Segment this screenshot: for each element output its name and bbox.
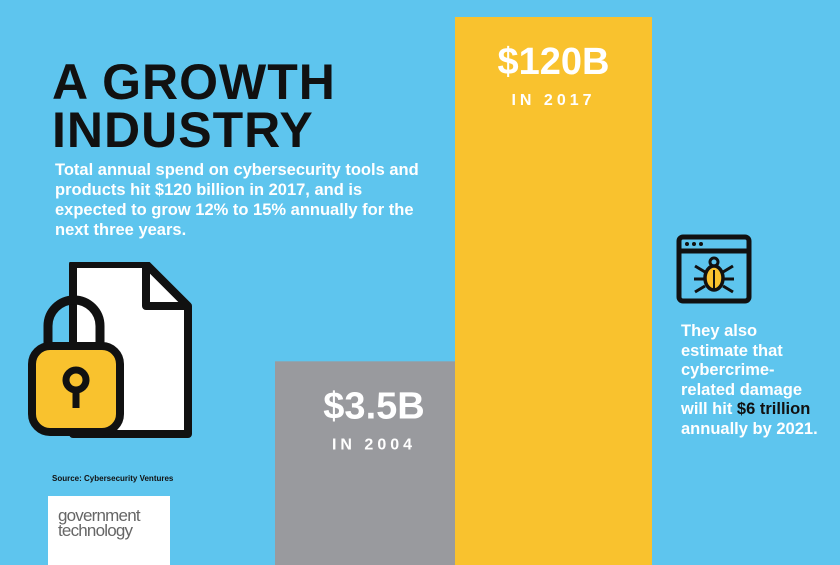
browser-bug-icon <box>676 234 752 304</box>
title-line-1: A GROWTH <box>52 54 336 110</box>
source-credit: Source: Cybersecurity Ventures <box>52 474 174 483</box>
title-line-2: INDUSTRY <box>52 102 314 158</box>
value-label-2004: $3.5B <box>323 385 424 427</box>
page-title: A GROWTH INDUSTRY <box>52 54 432 158</box>
note-text-end: annually by 2021. <box>681 419 818 438</box>
bar-2004 <box>275 361 473 565</box>
note-text-start: They also estimate that cybercrime-relat… <box>681 322 803 418</box>
logo-line-1: government <box>58 506 141 525</box>
cybercrime-note: They also estimate that cybercrime-relat… <box>681 322 821 439</box>
government-technology-logo: government technology <box>48 496 170 565</box>
note-highlight: $6 trillion <box>736 400 811 418</box>
value-label-2017: $120B <box>498 41 610 83</box>
logo-line-2: technology <box>58 521 133 540</box>
year-label-2004: IN 2004 <box>332 436 416 453</box>
description-text: Total annual spend on cybersecurity tool… <box>55 161 419 239</box>
year-label-2017: IN 2017 <box>511 92 595 109</box>
locked-file-icon <box>28 262 192 438</box>
bar-2017 <box>455 17 652 565</box>
